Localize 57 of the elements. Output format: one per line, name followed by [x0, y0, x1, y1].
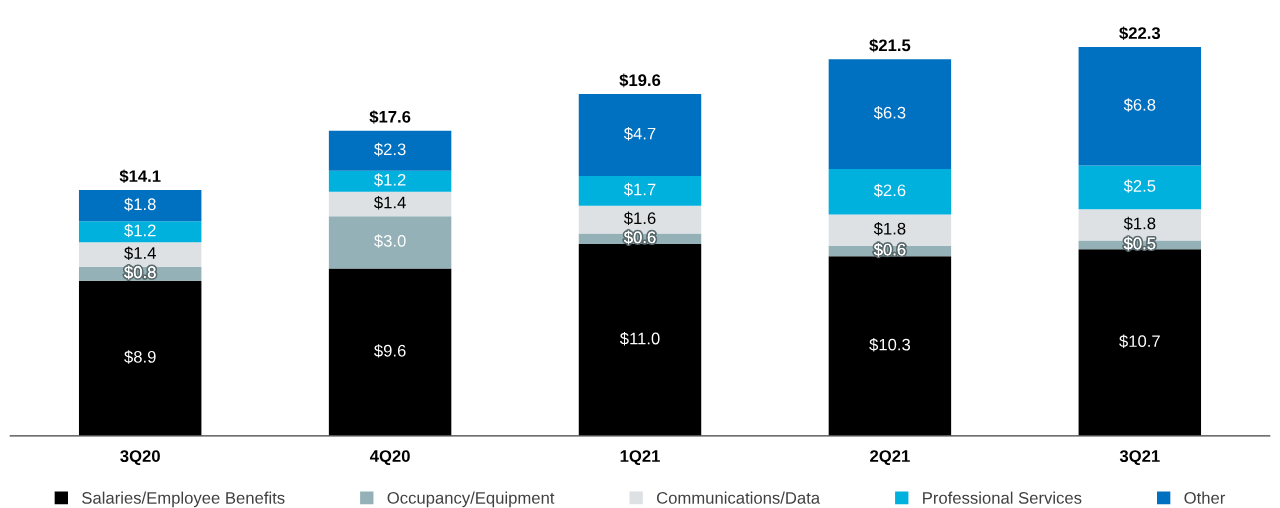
- bar: [328, 191, 452, 217]
- total-label: $14.1: [119, 169, 161, 184]
- bar: [578, 94, 702, 177]
- data-label: $3.0: [374, 234, 406, 248]
- data-label: $0.6: [873, 242, 906, 257]
- x-tick-label: 3Q21: [1119, 450, 1160, 466]
- bar: [1078, 249, 1202, 436]
- data-label: $1.4: [124, 246, 156, 260]
- data-label: $1.8: [124, 197, 156, 212]
- bar: [78, 280, 202, 436]
- data-label: $1.6: [623, 211, 656, 226]
- bar: [1078, 46, 1202, 166]
- total-label: $22.3: [1119, 26, 1161, 41]
- total-label: $17.6: [369, 110, 411, 124]
- data-label: $9.6: [374, 344, 406, 358]
- data-label: $10.3: [869, 338, 911, 352]
- data-label: $10.7: [1119, 334, 1160, 349]
- data-label: $1.7: [623, 182, 656, 197]
- legend-label: Occupancy/Equipment: [387, 491, 555, 508]
- legend-label: Other: [1184, 491, 1226, 504]
- bar: [828, 59, 952, 170]
- bar: [1078, 165, 1202, 210]
- data-label: $2.5: [1123, 179, 1156, 193]
- legend-label: Salaries/Employee Benefits: [82, 491, 285, 508]
- legend-label: Communications/Data: [656, 491, 821, 504]
- legend-label: Professional Services: [923, 491, 1082, 504]
- bar: [828, 169, 952, 215]
- data-label: $2.6: [873, 183, 906, 198]
- bar: [578, 244, 702, 436]
- data-label: $1.4: [374, 195, 406, 210]
- x-tick-label: 2Q21: [870, 450, 910, 466]
- total-label: $21.5: [869, 38, 911, 53]
- bar: [578, 176, 702, 206]
- data-label: $2.3: [374, 142, 406, 157]
- bar: [78, 189, 202, 222]
- data-label: $1.8: [1123, 216, 1156, 231]
- data-label: $11.0: [619, 331, 660, 346]
- x-tick-label: 3Q20: [120, 450, 160, 466]
- data-label: $8.9: [124, 350, 156, 364]
- data-label: $1.8: [873, 222, 906, 236]
- bar: [78, 242, 202, 267]
- bar: [78, 221, 202, 243]
- x-tick-label: 1Q21: [620, 450, 660, 466]
- x-tick-label: 4Q20: [369, 450, 410, 466]
- data-label: $1.2: [374, 173, 406, 187]
- bar: [828, 256, 952, 436]
- data-label: $0.8: [124, 265, 156, 280]
- data-label: $6.3: [873, 106, 906, 120]
- data-label: $6.8: [1123, 98, 1156, 112]
- bar: [328, 268, 452, 436]
- bar: [328, 216, 452, 269]
- total-label: $19.6: [619, 73, 661, 88]
- data-label: $4.7: [623, 127, 656, 141]
- bar: [328, 130, 452, 171]
- data-label: $1.2: [124, 223, 156, 238]
- bar: [328, 170, 452, 192]
- data-label: $0.6: [623, 230, 656, 245]
